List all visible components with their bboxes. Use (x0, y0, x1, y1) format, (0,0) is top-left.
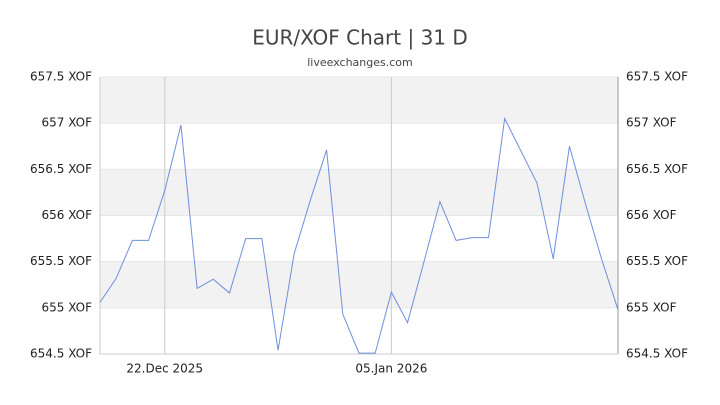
y-tick-label: 654.5 XOF (30, 347, 92, 361)
series-line (99, 116, 619, 354)
grid-band (100, 261, 618, 308)
y2-tick-label: 654.5 XOF (626, 347, 688, 361)
y2-tick-label: 657.5 XOF (626, 70, 688, 84)
y-tick-label: 657.5 XOF (30, 70, 92, 84)
y-tick-label: 657 XOF (41, 116, 92, 130)
grid-band (100, 169, 618, 216)
x-tick-label: 05.Jan 2026 (355, 362, 427, 376)
x-tick-label: 22.Dec 2025 (126, 362, 203, 376)
y-tick-label: 656.5 XOF (30, 162, 92, 176)
y-tick-label: 655.5 XOF (30, 254, 92, 268)
y2-tick-label: 655 XOF (626, 300, 677, 314)
y-tick-label: 656 XOF (41, 208, 92, 222)
chart-title: EUR/XOF Chart | 31 D (252, 26, 468, 50)
y2-tick-label: 656.5 XOF (626, 162, 688, 176)
chart-subtitle: liveexchanges.com (307, 56, 412, 69)
y2-tick-label: 656 XOF (626, 208, 677, 222)
y2-tick-label: 655.5 XOF (626, 254, 688, 268)
y2-tick-label: 657 XOF (626, 116, 677, 130)
y-tick-label: 655 XOF (41, 300, 92, 314)
grid-band (100, 77, 618, 124)
